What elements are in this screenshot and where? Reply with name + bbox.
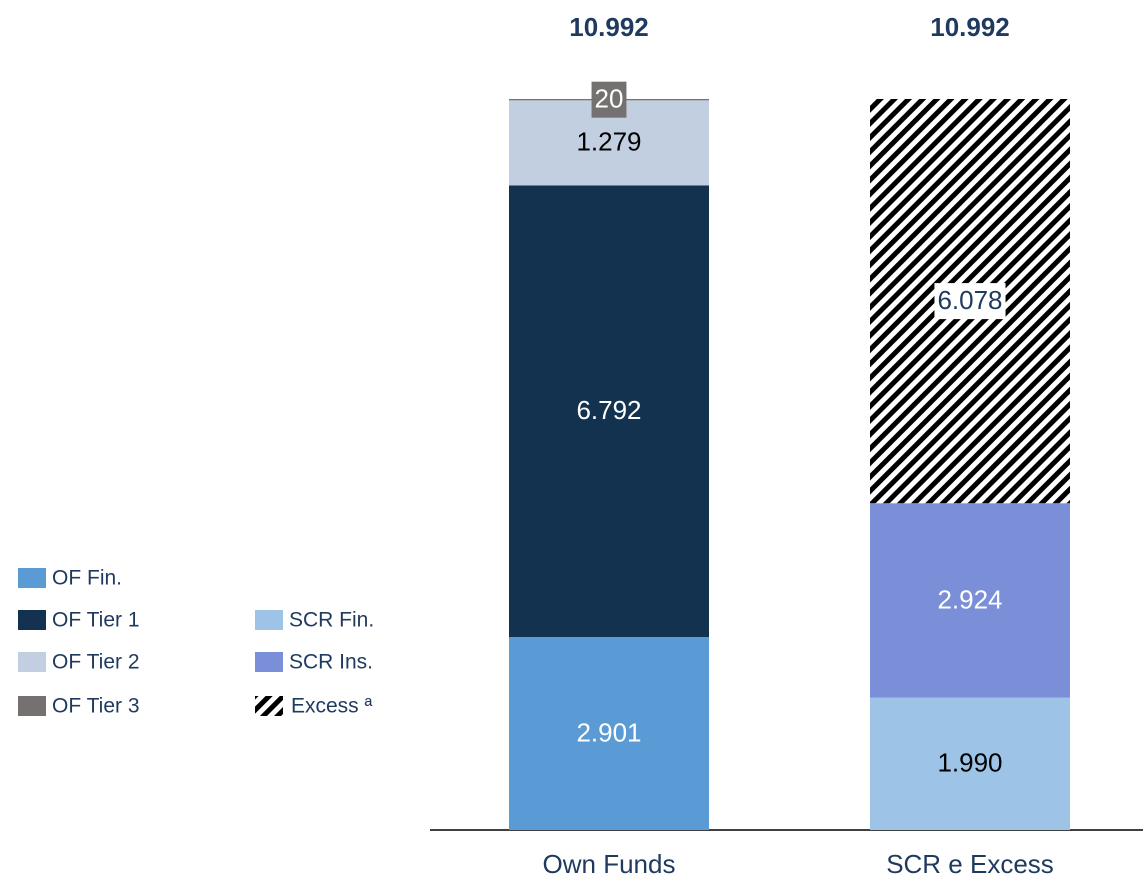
legend-label: Excess ª — [291, 695, 373, 718]
legend-label: OF Tier 1 — [52, 609, 140, 632]
value-label: 2.901 — [576, 717, 641, 747]
legend-label: OF Tier 3 — [52, 695, 140, 718]
legend-label: SCR Fin. — [289, 609, 374, 632]
legend-label: SCR Ins. — [289, 651, 373, 674]
legend-swatch — [18, 652, 46, 672]
value-label: 20 — [595, 84, 624, 114]
value-label: 1.279 — [576, 127, 641, 157]
legend-swatch — [255, 696, 283, 716]
legend-swatch — [18, 610, 46, 630]
x-tick-label: SCR e Excess — [886, 849, 1054, 879]
value-label: 2.924 — [937, 584, 1002, 614]
value-label: 6.078 — [937, 285, 1002, 315]
bar-segment — [509, 637, 709, 830]
bar-segment — [509, 185, 709, 638]
bar-segment — [870, 697, 1070, 830]
legend-swatch — [255, 652, 283, 672]
legend-swatch — [18, 696, 46, 716]
legend-swatch — [255, 610, 283, 630]
legend-swatch — [18, 568, 46, 588]
value-label-box — [591, 81, 627, 118]
legend-label: OF Tier 2 — [52, 651, 140, 674]
bar-segment — [870, 503, 1070, 698]
legend-label: OF Fin. — [52, 567, 122, 590]
total-label: 10.992 — [569, 12, 649, 42]
value-label: 6.792 — [576, 395, 641, 425]
x-tick-label: Own Funds — [543, 849, 676, 879]
total-label: 10.992 — [930, 12, 1010, 42]
value-label: 1.990 — [937, 748, 1002, 778]
value-label-box — [934, 283, 1006, 320]
